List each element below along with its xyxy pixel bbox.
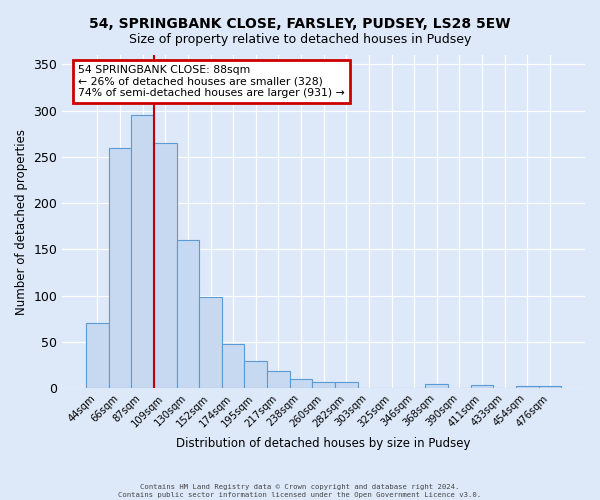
Text: Size of property relative to detached houses in Pudsey: Size of property relative to detached ho…	[129, 32, 471, 46]
X-axis label: Distribution of detached houses by size in Pudsey: Distribution of detached houses by size …	[176, 437, 471, 450]
Bar	[176, 240, 199, 388]
Bar	[131, 115, 154, 388]
Bar	[335, 382, 358, 388]
Bar	[86, 324, 109, 388]
Bar	[199, 298, 222, 388]
Y-axis label: Number of detached properties: Number of detached properties	[15, 128, 28, 314]
Bar	[471, 386, 493, 388]
Bar	[516, 386, 539, 388]
Text: Contains HM Land Registry data © Crown copyright and database right 2024.
Contai: Contains HM Land Registry data © Crown c…	[118, 484, 482, 498]
Bar	[109, 148, 131, 388]
Bar	[313, 382, 335, 388]
Bar	[539, 386, 561, 388]
Bar	[425, 384, 448, 388]
Bar	[267, 370, 290, 388]
Bar	[290, 379, 313, 388]
Bar	[244, 362, 267, 388]
Text: 54 SPRINGBANK CLOSE: 88sqm
← 26% of detached houses are smaller (328)
74% of sem: 54 SPRINGBANK CLOSE: 88sqm ← 26% of deta…	[78, 65, 345, 98]
Bar	[154, 143, 176, 388]
Text: 54, SPRINGBANK CLOSE, FARSLEY, PUDSEY, LS28 5EW: 54, SPRINGBANK CLOSE, FARSLEY, PUDSEY, L…	[89, 18, 511, 32]
Bar	[222, 344, 244, 388]
